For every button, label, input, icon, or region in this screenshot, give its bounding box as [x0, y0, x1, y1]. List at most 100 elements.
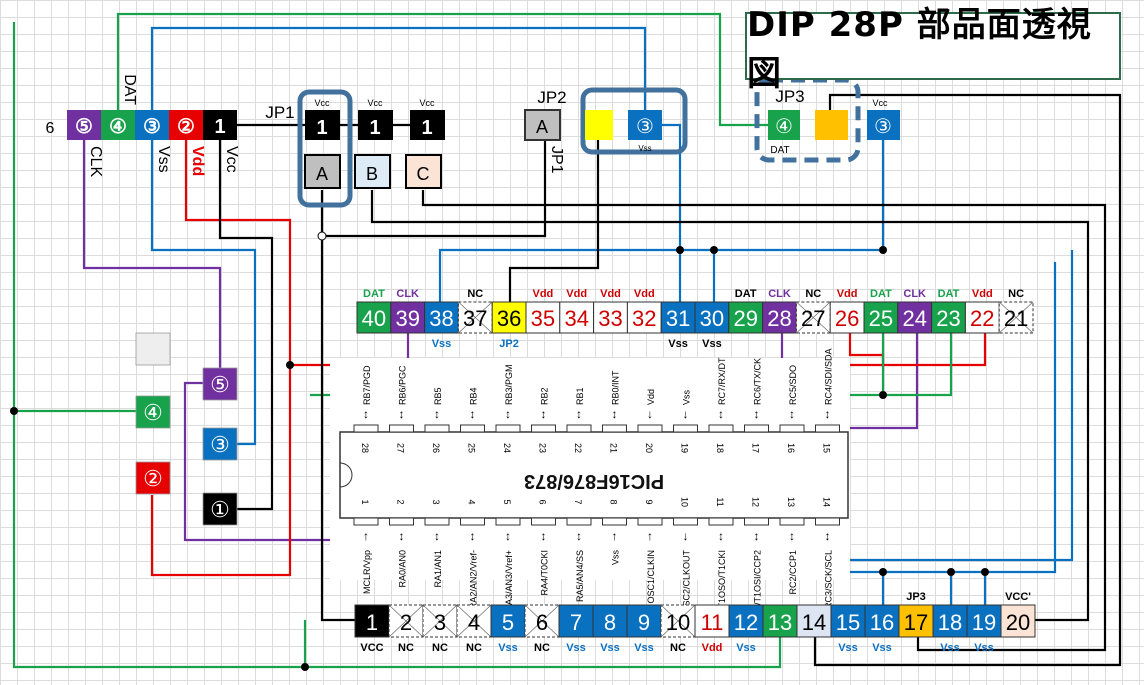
jp3-orange-pad: [815, 110, 848, 140]
chip-pin-arrow: ↑: [612, 529, 618, 543]
header-top-pin-30: 30 Vss: [694, 301, 730, 350]
nc-cross: [796, 301, 831, 334]
header-top-pin-31: 31 Vss: [660, 301, 696, 350]
black-wire: [322, 140, 547, 238]
chip-pin-arrow: ↕: [363, 407, 369, 421]
chip-pin-arrow: ↕: [754, 529, 760, 543]
chip-pin-arrow: ↕: [718, 407, 724, 421]
chip-pin-pad: [424, 517, 450, 526]
chip-pin-pad: [353, 424, 379, 433]
test-pad-4: ③: [202, 427, 238, 461]
header-bottom-pin-4: 4 NC: [456, 604, 492, 654]
jumper-jp3: JP3 ④ DAT Vcc ③: [754, 77, 900, 163]
test-pad-number: ⑤: [210, 372, 230, 397]
chip-pin-arrow: ↑: [647, 529, 653, 543]
pin-box: [491, 301, 527, 334]
pin-label-below: NC: [398, 642, 414, 654]
black-wire: [421, 190, 1107, 652]
header-bottom-pin-7: 7 Vss: [558, 604, 594, 654]
test-pad-box: [202, 427, 238, 461]
header-bottom-pin-9: 9 Vss: [626, 604, 662, 654]
header-top-pin-28: 28 CLK: [762, 288, 797, 334]
pin-box: [863, 301, 899, 334]
pin-label-below: NC: [534, 642, 550, 654]
header-top-pin-36: 36 JP2: [491, 301, 527, 350]
chip-pin-arrow: ↕: [754, 407, 760, 421]
pin-number: 22: [970, 306, 994, 331]
header-bottom-pin-13: 13: [762, 604, 798, 638]
header-bottom-pin-19: 19 Vss: [966, 604, 1002, 654]
jp2-vss-pin: [628, 110, 662, 140]
header-top-pin-40: 40 DAT: [356, 288, 392, 334]
chip-pin-pad: [495, 517, 521, 526]
chip-pin-arrow: ↕: [789, 407, 795, 421]
pin-label-above: Vdd: [533, 288, 554, 300]
pin-number: 3: [434, 610, 446, 635]
header-bottom-pin-12: 12 Vss: [728, 604, 764, 654]
chip-pin-function: MCLR/Vpp: [362, 550, 372, 594]
pin-label-above: NC: [805, 288, 821, 300]
chip-pin-pad: [744, 517, 769, 526]
chip-pin-function: RB4: [469, 387, 479, 405]
chip-name: PIC16F876/873: [524, 470, 664, 492]
pin-box: [762, 301, 797, 334]
black-wire: [218, 140, 274, 511]
header-bottom-pin-16: 16 Vss: [864, 604, 900, 654]
chip-pin-number: 23: [538, 443, 548, 453]
connector-pin-number: 1: [214, 116, 225, 138]
jp2-selection-highlight: [580, 87, 688, 155]
chip-pin-arrow: ↕: [434, 407, 440, 421]
chip-pin-number: 22: [573, 443, 583, 453]
pin-box: [525, 301, 561, 334]
pin-number: 6: [536, 610, 548, 635]
pin-number: 32: [632, 306, 656, 331]
pin-label-below: NC: [466, 642, 482, 654]
diagram-title: DIP 28P 部品面透視図: [745, 5, 1121, 94]
chip-pin-number: 17: [751, 443, 761, 453]
pin-label-below: Vss: [566, 642, 586, 654]
header-top-pin-38: 38 Vss: [424, 301, 459, 350]
test-pad-number: ②: [143, 466, 163, 491]
chip-pin-pad: [637, 424, 663, 433]
chip-pin-arrow: ↕: [541, 407, 547, 421]
header-bottom-pin-18: 18 Vss: [932, 604, 968, 654]
pin-number: 15: [836, 610, 860, 635]
jumper-jp2: JP2 A ③ Vss: [524, 87, 688, 155]
black-wire: [508, 140, 600, 302]
purple-wire: [82, 140, 222, 368]
pin-label-above: Vdd: [837, 288, 858, 300]
pin-number: 9: [638, 610, 650, 635]
chip-pin-number: 16: [786, 443, 796, 453]
pin-label-below: Vss: [600, 642, 620, 654]
header-bottom-pin-20: 20 VCC': [1000, 591, 1036, 638]
chip-pin-function: RB0/INT: [611, 370, 621, 405]
chip-pin-pad: [424, 424, 450, 433]
chip-pin-number: 13: [786, 497, 796, 507]
jp2-yellow-pad: [585, 110, 613, 140]
chip-pin-function: RB6/PGC: [398, 365, 408, 405]
test-pad-3: ④: [135, 395, 171, 429]
chip-pin-number: 2: [396, 499, 406, 504]
jp1-option-box: [405, 154, 442, 189]
jp1-pin-number: 1: [316, 117, 327, 139]
red-wire: [848, 333, 885, 365]
chip-pin-function: RC5/SDO: [788, 365, 798, 405]
chip-pin-pad: [815, 424, 840, 433]
pin-label-below: Vss: [498, 642, 518, 654]
chip-pin-function: Vdd: [646, 389, 656, 405]
jp3-vcc-number: ③: [874, 116, 892, 138]
pin-number: 26: [835, 306, 859, 331]
jp3-selection-highlight: [754, 77, 861, 163]
pic-chip: PIC16F876/87328↕RB7/PGD27↕RB6/PGC26↕RB52…: [330, 348, 850, 629]
chip-pin-number: 14: [822, 497, 832, 507]
test-pad-6: ①: [202, 492, 238, 526]
jp1-side-label: JP1: [548, 146, 565, 174]
chip-pin-number: 7: [573, 499, 583, 504]
chip-pin-function: Vss: [682, 389, 692, 405]
header-bottom-pin-11: 11 Vdd: [694, 604, 730, 654]
chip-pin-function: OSC1/CLKIN: [646, 550, 656, 604]
chip-pin-function: RA0/AN0: [398, 550, 408, 588]
junction-dot: [710, 246, 718, 254]
chip-pin-function: RC0/T1OSO/T1CKI: [717, 550, 727, 629]
chip-pin-pad: [531, 424, 556, 433]
